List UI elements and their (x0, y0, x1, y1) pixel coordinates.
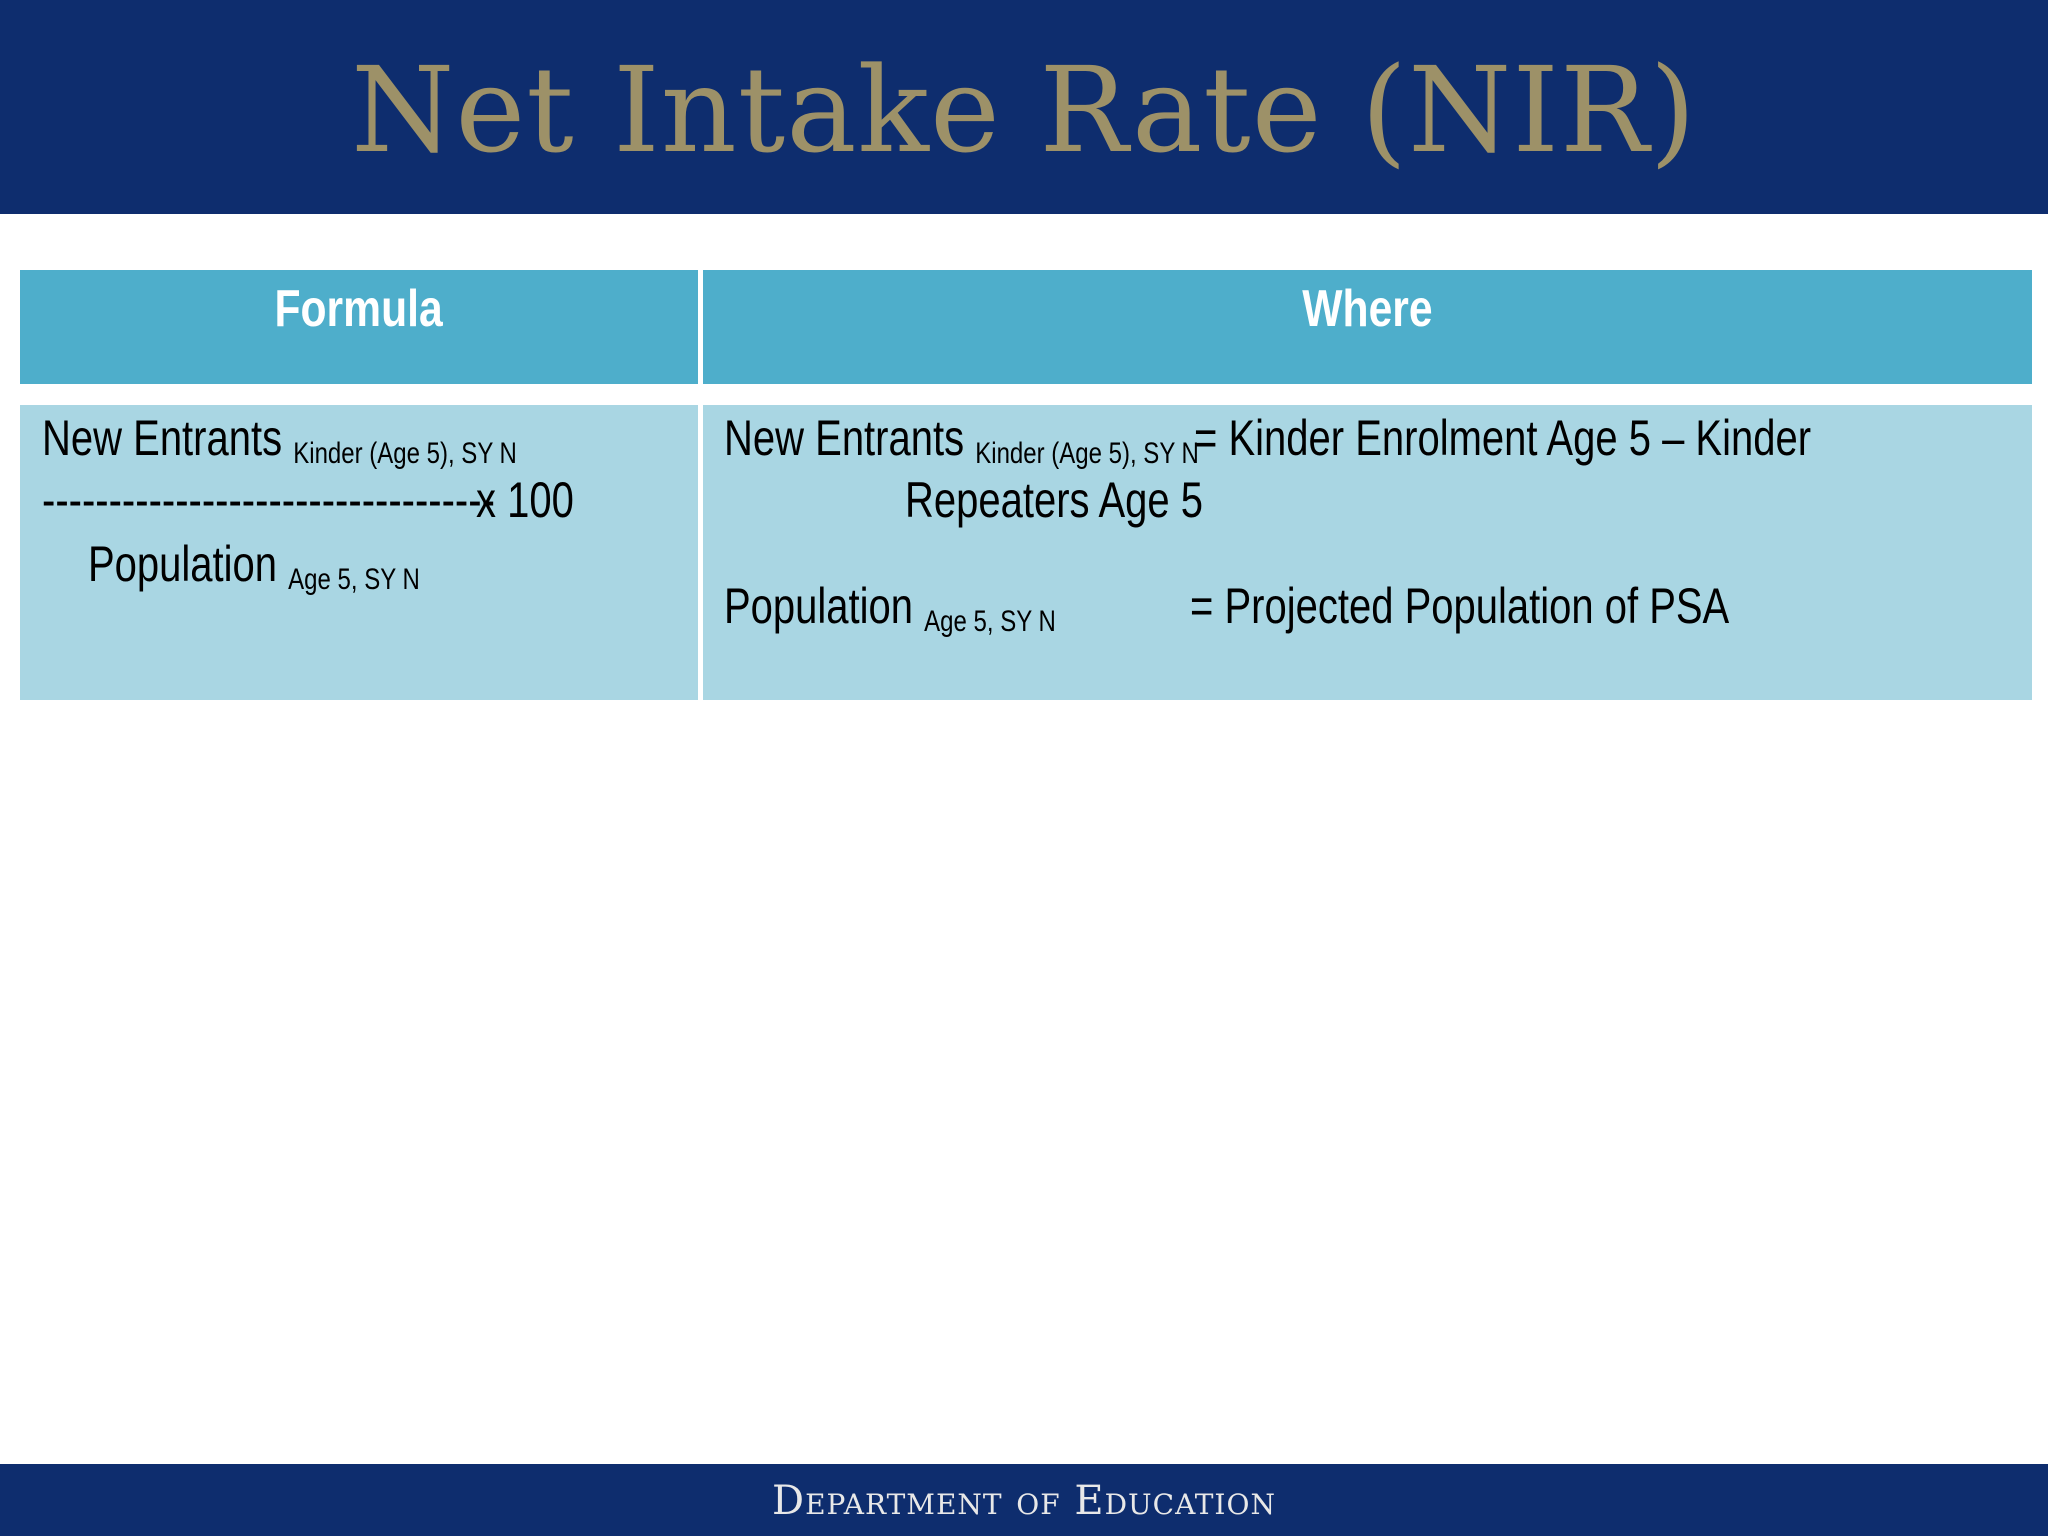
numerator-term: New Entrants (42, 410, 283, 466)
where-def1-value-continued: Repeaters Age 5 (905, 470, 1203, 530)
table-header-where: Where (703, 270, 2032, 384)
def1-value-line1: = Kinder Enrolment Age 5 – Kinder (1194, 410, 1812, 466)
slide-title: Net Intake Rate (NIR) (351, 41, 1697, 179)
denominator-term: Population (88, 536, 278, 592)
formula-multiplier: x 100 (476, 470, 574, 530)
footer-banner (0, 1464, 2048, 1536)
formula-numerator: New Entrants Kinder (Age 5), SY N (42, 408, 517, 484)
def1-term-subscript: Kinder (Age 5), SY N (975, 437, 1199, 470)
where-def1-term: New Entrants Kinder (Age 5), SY N (724, 408, 1199, 484)
multiplier-value: x 100 (476, 472, 574, 528)
table-header-formula: Formula (20, 270, 698, 384)
where-def2-value: = Projected Population of PSA (1190, 576, 1729, 636)
def1-value-line2: Repeaters Age 5 (905, 472, 1203, 528)
title-banner (0, 0, 2048, 214)
def2-term-subscript: Age 5, SY N (924, 605, 1056, 638)
def2-term-label: Population (724, 578, 914, 634)
footer-department-name: Department of Education (772, 1478, 1276, 1524)
def1-term-label: New Entrants (724, 410, 965, 466)
where-def1-value: = Kinder Enrolment Age 5 – Kinder (1194, 408, 1811, 468)
fraction-divider: ---------------------------------- (42, 472, 495, 528)
where-cell (703, 405, 2032, 700)
where-def2-term: Population Age 5, SY N (724, 576, 1056, 652)
def2-value-label: = Projected Population of PSA (1190, 578, 1730, 634)
formula-cell (20, 405, 698, 700)
numerator-subscript: Kinder (Age 5), SY N (293, 437, 517, 470)
formula-header-label: Formula (274, 280, 444, 338)
denominator-subscript: Age 5, SY N (288, 563, 420, 596)
where-header-label: Where (1302, 280, 1433, 338)
formula-fraction-line: ---------------------------------- (42, 470, 495, 530)
formula-denominator: Population Age 5, SY N (88, 534, 420, 610)
